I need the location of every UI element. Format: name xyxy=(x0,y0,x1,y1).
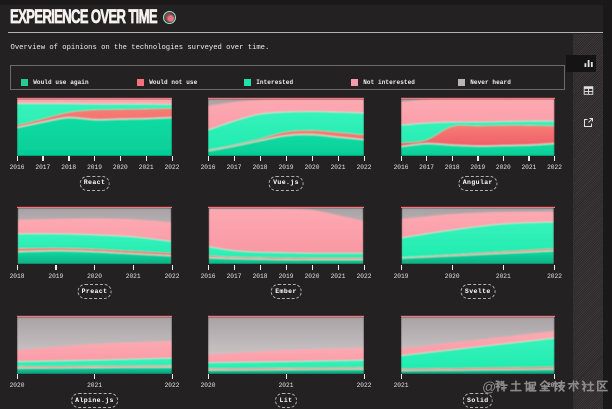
svg-text:@: @ xyxy=(482,378,496,394)
